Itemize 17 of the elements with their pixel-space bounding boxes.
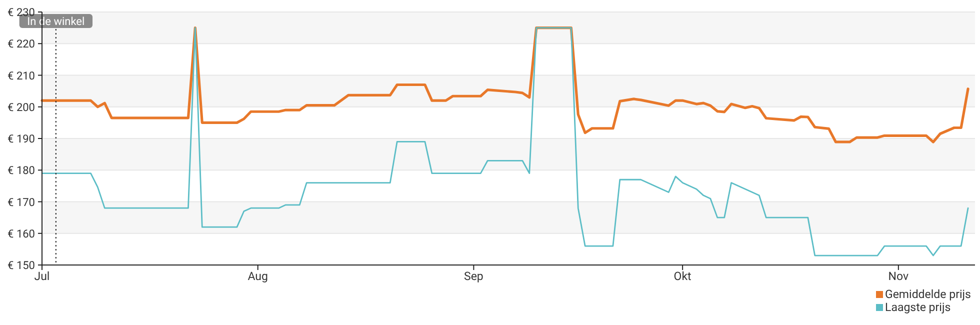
x-tick-label: Sep bbox=[464, 269, 484, 283]
x-tick-label: Aug bbox=[248, 269, 268, 283]
y-tick-label: € 170 bbox=[8, 196, 35, 209]
x-tick-label: Nov bbox=[888, 269, 909, 283]
legend-label: Gemiddelde prijs bbox=[885, 287, 972, 301]
line-series bbox=[41, 27, 969, 256]
x-tick-label: Jul bbox=[34, 269, 50, 283]
legend-label: Laagste prijs bbox=[885, 300, 951, 314]
line-series bbox=[40, 26, 970, 144]
y-tick-label: € 150 bbox=[8, 259, 35, 272]
y-tick-label: € 200 bbox=[8, 100, 35, 114]
y-tick-label: € 160 bbox=[8, 227, 35, 240]
x-tick-label: Okt bbox=[674, 269, 692, 283]
y-tick-label: € 190 bbox=[8, 132, 35, 146]
y-tick-label: € 180 bbox=[8, 164, 35, 178]
y-tick-label: € 220 bbox=[8, 38, 35, 51]
y-tick-label: € 210 bbox=[8, 69, 35, 82]
